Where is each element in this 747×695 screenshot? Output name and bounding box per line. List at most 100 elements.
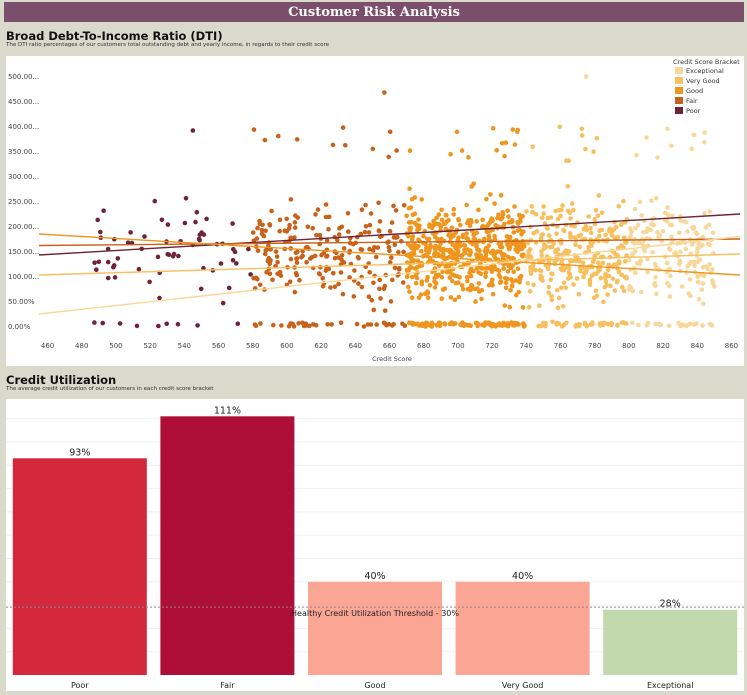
data-point [394, 148, 399, 153]
data-point [627, 284, 632, 289]
data-point [317, 271, 323, 277]
data-point [500, 210, 506, 215]
data-point [669, 143, 674, 149]
data-point [98, 229, 103, 235]
bar-value-label: 111% [214, 405, 241, 416]
y-tick-label: 350.00... [8, 148, 39, 156]
y-tick-label: 150.00... [8, 248, 39, 256]
data-point [293, 250, 299, 255]
x-tick-label: 480 [75, 342, 88, 350]
data-point [677, 260, 683, 265]
data-point [502, 153, 507, 159]
data-point [467, 322, 472, 328]
bar-good [308, 581, 442, 675]
page-title: Customer Risk Analysis [4, 2, 744, 22]
data-point [304, 260, 309, 265]
data-point [676, 320, 681, 326]
data-point [577, 244, 583, 250]
data-point [436, 212, 442, 217]
data-point [392, 265, 398, 271]
data-point [593, 207, 599, 213]
data-point [176, 253, 181, 259]
data-point [524, 209, 529, 214]
data-point [404, 274, 410, 280]
data-point [502, 303, 508, 308]
data-point [407, 265, 413, 271]
data-point [294, 260, 300, 265]
bar-very-good [455, 581, 590, 675]
data-point [512, 142, 518, 147]
data-point [359, 207, 365, 212]
data-point [261, 233, 267, 239]
data-point [292, 220, 298, 225]
data-point [511, 230, 516, 235]
data-point [288, 256, 294, 262]
data-point [648, 227, 653, 233]
data-point [271, 322, 276, 328]
data-point [450, 272, 456, 277]
data-point [636, 240, 642, 245]
data-point [389, 255, 394, 260]
data-point [597, 228, 602, 233]
data-point [517, 227, 523, 233]
data-point [547, 233, 552, 238]
data-point [376, 228, 382, 233]
data-point [599, 210, 605, 216]
data-point [696, 296, 702, 302]
data-point [656, 235, 661, 240]
threshold-label: Healthy Credit Utilization Threshold - 3… [291, 609, 459, 618]
data-point [367, 222, 373, 228]
data-point [637, 199, 643, 205]
data-point [683, 246, 689, 252]
data-point [555, 216, 561, 222]
data-point [683, 219, 689, 225]
data-point [588, 322, 593, 327]
data-point [529, 204, 535, 209]
data-point [539, 215, 545, 221]
data-point [501, 266, 507, 271]
data-point [468, 249, 473, 255]
data-point [387, 248, 392, 254]
data-point [372, 245, 377, 250]
data-point [667, 294, 673, 299]
data-point [457, 275, 462, 280]
data-point [115, 256, 121, 261]
data-point [538, 273, 544, 279]
data-point [485, 247, 490, 252]
outlier-point [190, 128, 196, 133]
data-point [546, 290, 551, 295]
legend-entry: Fair [686, 97, 698, 105]
data-point [156, 323, 161, 329]
data-point [371, 307, 377, 313]
data-point [259, 227, 265, 233]
data-point [376, 200, 381, 206]
data-point [678, 249, 683, 255]
data-point [409, 197, 415, 202]
data-point [460, 234, 466, 240]
data-point [417, 323, 422, 328]
data-point [623, 239, 628, 245]
data-point [465, 220, 470, 226]
data-point [469, 266, 474, 272]
data-point [423, 323, 428, 328]
data-point [526, 249, 531, 255]
data-point [407, 289, 412, 294]
data-point [248, 272, 253, 277]
data-point [434, 221, 439, 226]
data-point [366, 230, 372, 235]
data-point [455, 250, 461, 256]
data-point [577, 322, 582, 327]
series-poor [92, 196, 253, 329]
data-point [253, 275, 259, 281]
data-point [425, 274, 430, 280]
data-point [488, 250, 494, 255]
data-point [566, 270, 572, 275]
data-point [432, 275, 437, 281]
data-point [605, 321, 611, 327]
data-point [686, 291, 691, 296]
data-point [584, 227, 589, 233]
x-tick-label: 820 [656, 342, 669, 350]
data-point [439, 207, 444, 213]
data-point [581, 274, 586, 280]
data-point [559, 324, 565, 329]
